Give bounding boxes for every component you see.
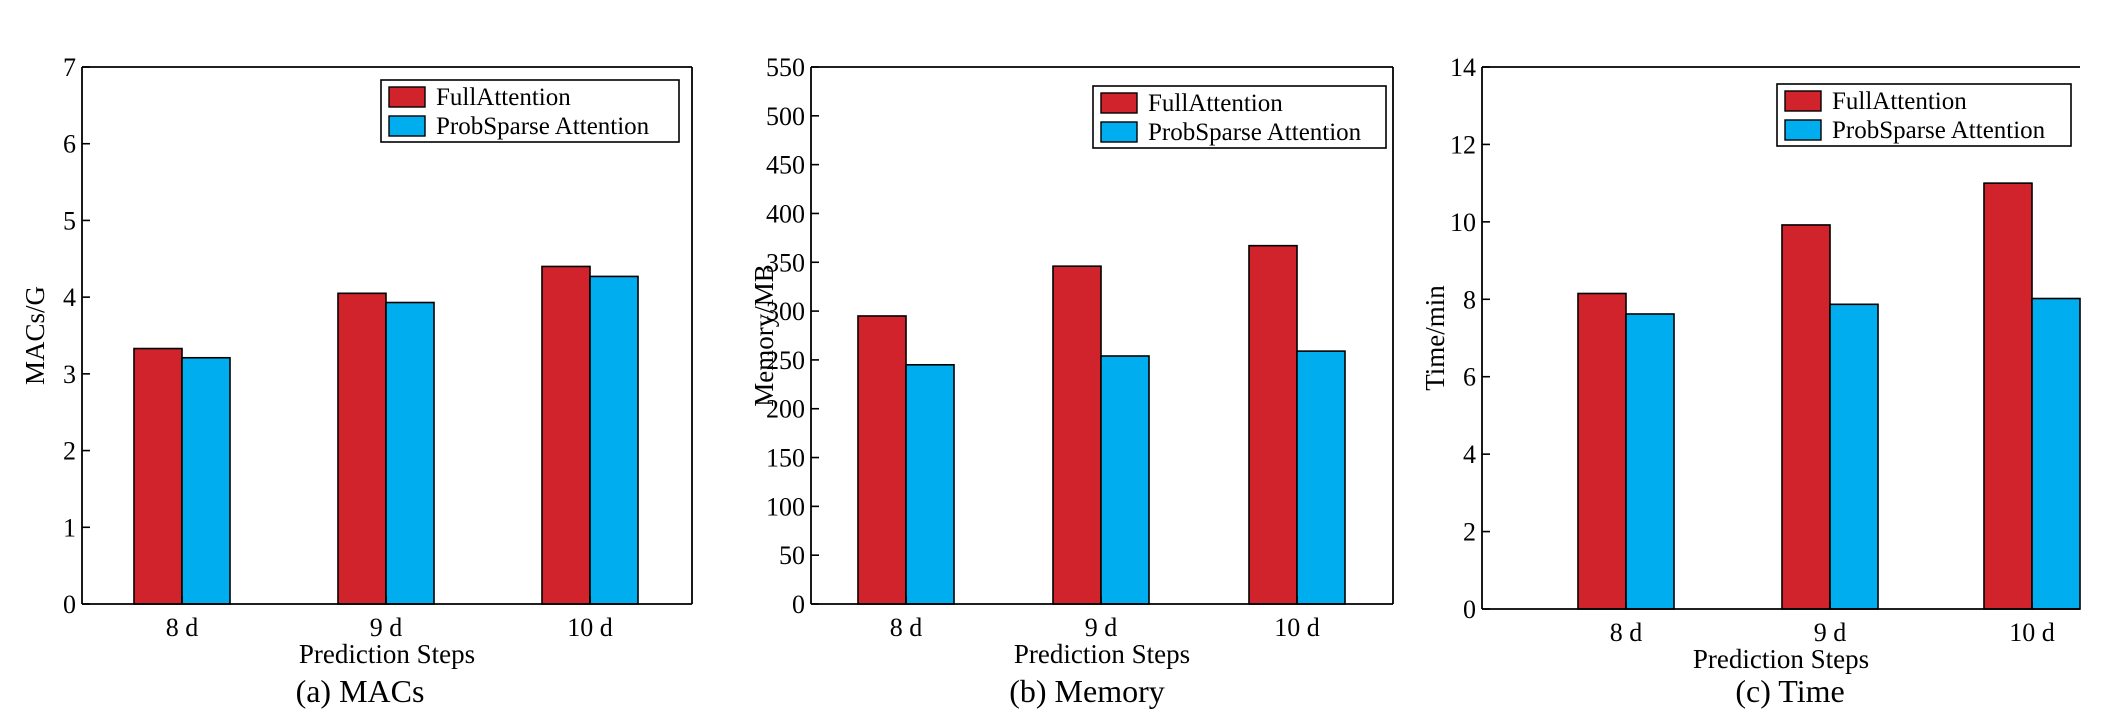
y-axis-label: MACs/G [20, 286, 50, 385]
y-tick-label: 0 [792, 590, 805, 619]
x-tick-label: 8 d [890, 613, 923, 642]
y-tick-label: 1 [63, 513, 76, 542]
legend-label-probsparse: ProbSparse Attention [1148, 119, 1362, 146]
chart-panel-2: 0 50 100 150 200 250 300 350 400 450 500 550 8 d 9 d 1… [749, 53, 1394, 709]
y-tick-label: 10 [1450, 208, 1476, 237]
legend-box [1092, 85, 1387, 149]
bar-fullattention-3 [541, 265, 591, 605]
bar-probsparse-1 [1625, 313, 1675, 610]
bar-fullattention-2 [1781, 224, 1831, 610]
chart-caption: (c) Time [1735, 673, 1844, 709]
x-axis-label: Prediction Steps [1014, 639, 1190, 669]
y-tick-label: 0 [1463, 595, 1476, 624]
bar-probsparse-3 [1296, 350, 1346, 605]
y-tick-label: 12 [1450, 130, 1476, 159]
x-tick-label: 8 d [1610, 618, 1643, 647]
y-tick-label: 300 [766, 297, 805, 326]
y-tick-label: 100 [766, 492, 805, 521]
chart-panel-3: 0 2 4 6 8 10 12 14 8 d 9 d 10 d Prediction Steps Tim… [1420, 53, 2081, 709]
chart-panel-1: 0 1 2 3 4 5 6 7 8 d 9 d 10 d Prediction Steps MACs/G… [20, 53, 693, 709]
bar-probsparse-3 [589, 275, 639, 605]
bar-fullattention-3 [1983, 182, 2033, 610]
legend-label-fullattention: FullAttention [436, 84, 571, 111]
y-tick-label: 6 [63, 130, 76, 159]
x-tick-label: 9 d [370, 613, 403, 642]
legend-box [380, 79, 680, 143]
bar-fullattention-1 [857, 315, 907, 605]
legend-swatch-probsparse [1100, 121, 1138, 143]
y-tick-label: 150 [766, 444, 805, 473]
y-tick-label: 5 [63, 206, 76, 235]
bar-probsparse-3 [2031, 297, 2081, 610]
y-axis-label: Time/min [1420, 285, 1450, 391]
y-tick-label: 2 [63, 437, 76, 466]
y-tick-label: 50 [779, 541, 805, 570]
y-tick-label: 500 [766, 102, 805, 131]
legend-swatch-fullattention [1100, 92, 1138, 114]
x-tick-label: 9 d [1085, 613, 1118, 642]
bar-fullattention-1 [133, 347, 183, 605]
y-axis-label: Memory/MB [749, 264, 779, 407]
y-tick-label: 2 [1463, 518, 1476, 547]
x-tick-label: 10 d [2009, 618, 2055, 647]
legend-label-probsparse: ProbSparse Attention [1832, 117, 2046, 144]
y-tick-label: 550 [766, 53, 805, 82]
chart-caption: (a) MACs [296, 673, 425, 709]
legend-swatch-probsparse [388, 115, 426, 137]
x-tick-label: 8 d [166, 613, 199, 642]
legend-swatch-probsparse [1784, 119, 1822, 141]
y-tick-label: 8 [1463, 285, 1476, 314]
x-axis-label: Prediction Steps [299, 639, 475, 669]
y-tick-label: 200 [766, 395, 805, 424]
y-tick-label: 350 [766, 248, 805, 277]
bar-fullattention-3 [1248, 244, 1298, 605]
x-axis-label: Prediction Steps [1693, 644, 1869, 674]
bar-probsparse-1 [905, 363, 955, 605]
y-tick-label: 7 [63, 53, 76, 82]
bar-fullattention-1 [1577, 292, 1627, 610]
y-tick-label: 250 [766, 346, 805, 375]
bar-probsparse-2 [385, 301, 435, 605]
legend-label-fullattention: FullAttention [1832, 88, 1967, 115]
legend-box [1776, 83, 2072, 147]
y-tick-label: 4 [1463, 440, 1476, 469]
y-tick-label: 4 [63, 283, 76, 312]
y-tick-label: 6 [1463, 363, 1476, 392]
bar-probsparse-2 [1829, 303, 1879, 610]
x-tick-label: 10 d [567, 613, 613, 642]
bar-probsparse-1 [181, 356, 231, 605]
x-tick-label: 10 d [1274, 613, 1320, 642]
y-tick-label: 14 [1450, 53, 1476, 82]
legend-label-probsparse: ProbSparse Attention [436, 113, 650, 140]
bar-fullattention-2 [1052, 265, 1102, 605]
y-tick-label: 3 [63, 360, 76, 389]
bar-fullattention-2 [337, 292, 387, 605]
x-tick-label: 9 d [1814, 618, 1847, 647]
legend-swatch-fullattention [1784, 90, 1822, 112]
legend-swatch-fullattention [388, 86, 426, 108]
y-tick-label: 0 [63, 590, 76, 619]
legend-label-fullattention: FullAttention [1148, 90, 1283, 117]
chart-caption: (b) Memory [1009, 673, 1165, 709]
y-tick-label: 400 [766, 199, 805, 228]
y-tick-label: 450 [766, 151, 805, 180]
bar-probsparse-2 [1100, 355, 1150, 605]
